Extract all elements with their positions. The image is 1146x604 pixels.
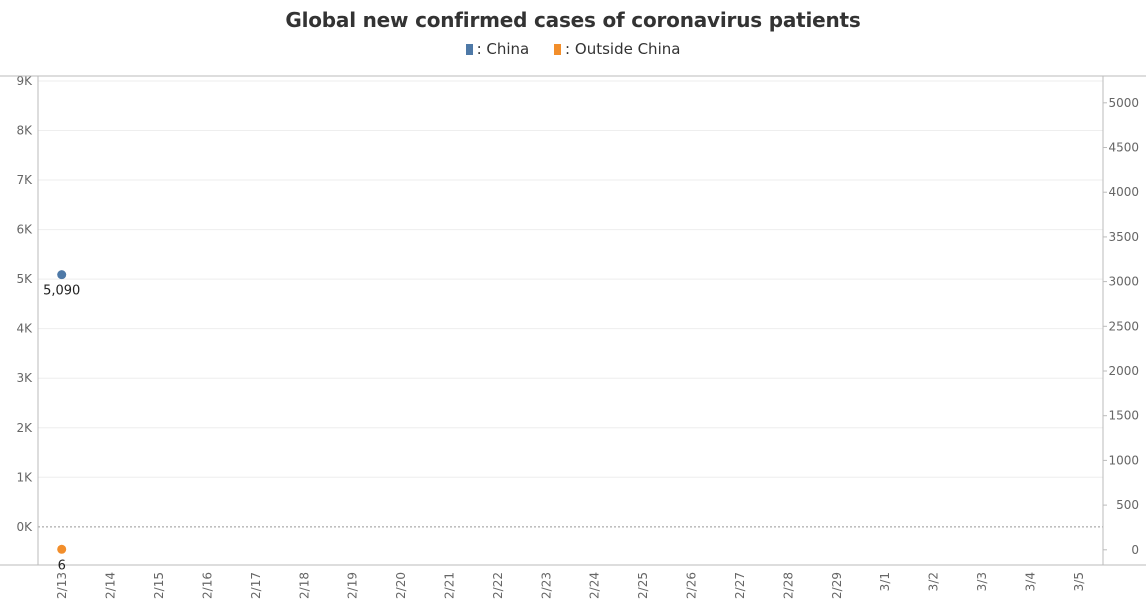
y-right-tick-label: 1500 [1108,409,1139,423]
x-tick-label: 2/29 [830,572,844,599]
y-right-tick-label: 3500 [1108,230,1139,244]
y-right-tick-label: 3000 [1108,275,1139,289]
data-label-outside-china: 6 [58,558,66,573]
x-tick-label: 2/15 [152,572,166,599]
legend-label-china: China [486,40,530,58]
x-tick-label: 2/17 [249,572,263,599]
x-tick-label: 2/14 [104,572,118,599]
y-left-tick-label: 2K [16,421,33,435]
legend: : China : Outside China [0,40,1146,58]
x-tick-label: 2/19 [346,572,360,599]
x-tick-label: 3/3 [975,572,989,591]
x-tick-label: 3/4 [1023,572,1037,591]
y-right-tick-label: 500 [1116,498,1139,512]
x-tick-label: 2/22 [491,572,505,599]
y-left-tick-label: 4K [16,322,33,336]
y-right-tick-label: 4500 [1108,141,1139,155]
x-tick-label: 3/1 [878,572,892,591]
y-right-tick-label: 4000 [1108,185,1139,199]
data-point-outside-china[interactable] [57,544,67,554]
y-left-tick-label: 8K [16,123,33,137]
legend-item-outside-china[interactable]: : Outside China [554,40,680,58]
x-tick-label: 2/23 [539,572,553,599]
x-tick-label: 2/13 [55,572,69,599]
y-left-tick-label: 9K [16,74,33,88]
y-left-tick-label: 1K [16,470,33,484]
x-tick-label: 2/21 [442,572,456,599]
y-right-tick-label: 0 [1131,543,1139,557]
legend-separator: : [565,40,571,58]
legend-separator: : [476,40,482,58]
y-right-tick-label: 5000 [1108,96,1139,110]
x-tick-label: 2/24 [588,572,602,599]
legend-swatch-outside-china [554,44,562,55]
x-tick-label: 2/18 [297,572,311,599]
x-tick-label: 2/26 [685,572,699,599]
x-tick-label: 2/25 [636,572,650,599]
x-tick-label: 2/16 [200,572,214,599]
x-tick-label: 2/20 [394,572,408,599]
y-left-tick-label: 3K [16,371,33,385]
y-right-tick-label: 2500 [1108,319,1139,333]
legend-label-outside-china: Outside China [574,40,681,58]
y-right-tick-label: 1000 [1108,453,1139,467]
x-tick-label: 3/5 [1072,572,1086,591]
y-left-tick-label: 7K [16,173,33,187]
data-point-china[interactable] [57,270,67,280]
data-label-china: 5,090 [43,284,80,299]
x-tick-label: 2/27 [733,572,747,599]
legend-swatch-china [465,44,473,55]
y-left-tick-label: 0K [16,520,33,534]
x-tick-label: 2/28 [781,572,795,599]
y-right-tick-label: 2000 [1108,364,1139,378]
y-left-tick-label: 5K [16,272,33,286]
x-tick-label: 3/2 [927,572,941,591]
chart-title: Global new confirmed cases of coronaviru… [285,8,861,32]
y-left-tick-label: 6K [16,223,33,237]
legend-item-china[interactable]: : China [465,40,530,58]
